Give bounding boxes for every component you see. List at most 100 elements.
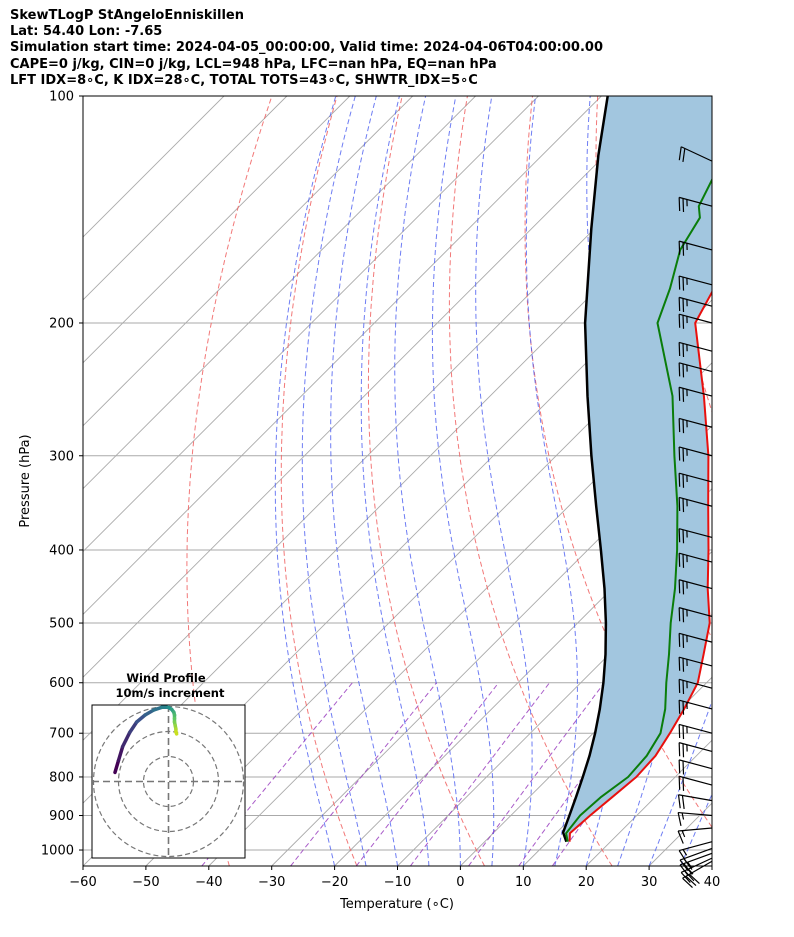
title-line-1: SkewTLogP StAngeloEnniskillen: [10, 8, 244, 23]
wind-barb-staff: [679, 528, 713, 539]
isotherm-line: [83, 96, 602, 616]
wind-barb-staff: [679, 775, 713, 786]
wind-barb: [678, 386, 713, 402]
wind-barb-full: [677, 794, 681, 809]
isotherm-line: [83, 96, 414, 427]
chart-header: SkewTLogP StAngeloEnniskillen Lat: 54.40…: [10, 8, 603, 89]
wind-barb: [678, 196, 713, 213]
title-line-2: Lat: 54.40 Lon: -7.65: [10, 24, 163, 40]
wind-barb: [678, 341, 713, 358]
dry-adiabat: [186, 96, 273, 866]
wind-barb-staff: [680, 857, 713, 874]
wind-barb-half: [687, 861, 693, 868]
x-axis-label: Temperature (∘C): [339, 897, 454, 912]
wind-barb-staff: [680, 146, 713, 162]
isotherm-line: [711, 865, 712, 866]
wind-barb-staff: [679, 496, 713, 507]
cape-cin-shading: [563, 96, 712, 842]
wind-barb-staff: [678, 794, 713, 802]
wind-barb-staff: [679, 656, 713, 667]
dry-adiabat: [728, 96, 794, 866]
wind-barb-half: [681, 812, 685, 820]
moist-adiabat: [475, 96, 533, 866]
wind-barb-staff: [679, 417, 713, 428]
wind-barb: [677, 827, 713, 844]
x-tick-label: 40: [704, 875, 721, 890]
wind-barb-full: [679, 859, 689, 872]
wind-barb-staff: [679, 847, 713, 861]
moist-adiabat: [394, 96, 461, 866]
isotherm-line: [83, 96, 351, 364]
wind-barb: [678, 742, 713, 758]
title-line-4: CAPE=0 j/kg, CIN=0 j/kg, LCL=948 hPa, LF…: [10, 56, 497, 72]
temperature-line: [568, 290, 712, 842]
y-tick-label: 200: [49, 316, 74, 331]
moist-adiabat: [711, 864, 712, 866]
isotherm-line: [271, 425, 712, 866]
wind-barb-full: [681, 795, 685, 809]
y-tick-label: 600: [49, 676, 74, 691]
wind-barb: [678, 841, 713, 863]
wind-barb-full: [677, 830, 684, 844]
y-tick-label: 700: [49, 727, 74, 742]
title-line-5: LFT IDX=8∘C, K IDX=28∘C, TOTAL TOTS=43∘C…: [10, 72, 478, 88]
moist-adiabat: [330, 96, 398, 866]
y-tick-label: 100: [49, 90, 74, 105]
x-tick-label: −60: [69, 875, 96, 890]
cin-shaded-area: [563, 96, 712, 842]
mixing-ratio-line: [355, 682, 499, 866]
x-tick-label: −10: [384, 875, 411, 890]
isotherm-line: [145, 299, 712, 866]
isotherm-line: [397, 550, 712, 866]
wind-barb: [678, 632, 713, 648]
wind-barb-full: [680, 872, 691, 883]
hodograph-trace-segment: [134, 713, 147, 724]
wind-barb: [678, 759, 713, 775]
title-line-3: Simulation start time: 2024-04-05_00:00:…: [10, 40, 603, 56]
wind-barb: [678, 528, 713, 544]
isotherm-line: [83, 96, 288, 301]
mixing-ratio-line: [409, 682, 550, 866]
parcel-profile-line: [561, 96, 609, 843]
wind-barb-staff: [679, 446, 713, 457]
wind-barb: [678, 275, 713, 291]
y-tick-label: 400: [49, 543, 74, 558]
moist-adiabat: [525, 96, 578, 866]
wind-barb: [678, 296, 713, 313]
wind-barb: [678, 362, 713, 378]
hodograph-title: Wind Profile: [126, 671, 206, 685]
y-axis: 100 200 300 400 500 600 700 800 900 1000: [41, 90, 83, 859]
hodograph-subtitle: 10m/s increment: [116, 686, 225, 700]
wind-barb: [678, 723, 713, 740]
wind-barb-full: [679, 864, 689, 877]
wind-barb-full: [683, 863, 693, 875]
wind-barb: [677, 794, 713, 809]
wind-barb-staff: [679, 841, 713, 852]
wind-barb: [678, 417, 713, 434]
x-axis: −60 −50 −40 −30 −20 −10 0 10 20 30 40: [69, 866, 720, 890]
wind-barb: [678, 313, 713, 329]
wind-barb: [678, 446, 713, 462]
dry-adiabat: [662, 96, 712, 414]
mixing-ratio-line: [201, 682, 353, 866]
hodograph-trace-segment: [120, 730, 132, 749]
x-tick-label: 0: [456, 875, 464, 890]
wind-barb-half: [682, 849, 688, 856]
wind-barb-full: [678, 850, 687, 863]
wind-barb-staff: [679, 240, 713, 251]
dry-adiabat: [367, 96, 485, 866]
hodograph-inset: Wind Profile 10m/s increment: [91, 671, 246, 859]
wind-barb-staff: [678, 811, 713, 817]
wind-barb-staff: [679, 362, 713, 373]
x-tick-label: −30: [258, 875, 285, 890]
wind-barb-full: [678, 146, 682, 161]
mixing-ratio-line: [290, 682, 437, 866]
dry-adiabat: [448, 96, 613, 866]
dry-adiabat: [280, 96, 358, 866]
wind-barb-staff: [679, 472, 713, 483]
wind-barb-staff: [679, 296, 713, 307]
y-tick-label: 800: [49, 770, 74, 785]
wind-barb: [678, 699, 713, 715]
y-tick-label: 500: [49, 617, 74, 632]
